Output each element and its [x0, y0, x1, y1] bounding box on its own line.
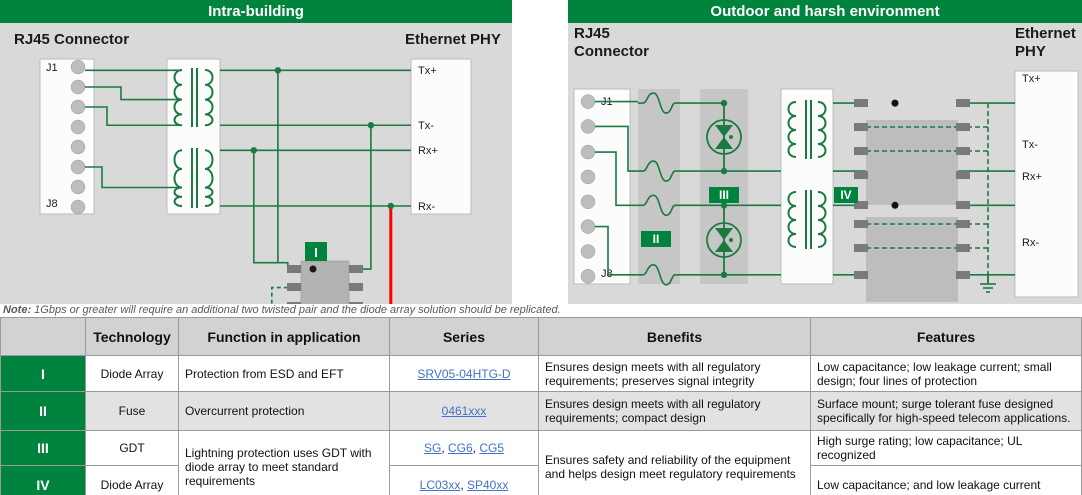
svg-text:Tx-: Tx-	[418, 120, 434, 132]
svg-text:PHY: PHY	[1015, 43, 1046, 60]
svg-text:Ethernet PHY: Ethernet PHY	[405, 31, 501, 48]
svg-text:RJ45: RJ45	[574, 25, 610, 42]
svg-text:I: I	[314, 245, 318, 260]
svg-text:Ethernet: Ethernet	[1015, 25, 1076, 42]
svg-text:II: II	[653, 232, 660, 246]
svg-text:Rx+: Rx+	[1022, 171, 1042, 183]
svg-text:RJ45 Connector: RJ45 Connector	[14, 31, 129, 48]
svg-text:IV: IV	[840, 188, 851, 202]
svg-text:Tx+: Tx+	[1022, 73, 1041, 85]
svg-text:Rx-: Rx-	[1022, 237, 1039, 249]
svg-text:Rx+: Rx+	[418, 145, 438, 157]
svg-text:III: III	[719, 188, 729, 202]
svg-text:J8: J8	[46, 198, 58, 210]
svg-text:Rx-: Rx-	[418, 201, 435, 213]
svg-text:Tx-: Tx-	[1022, 139, 1038, 151]
svg-text:J1: J1	[46, 62, 58, 74]
svg-text:Connector: Connector	[574, 43, 649, 60]
svg-text:Tx+: Tx+	[418, 65, 437, 77]
